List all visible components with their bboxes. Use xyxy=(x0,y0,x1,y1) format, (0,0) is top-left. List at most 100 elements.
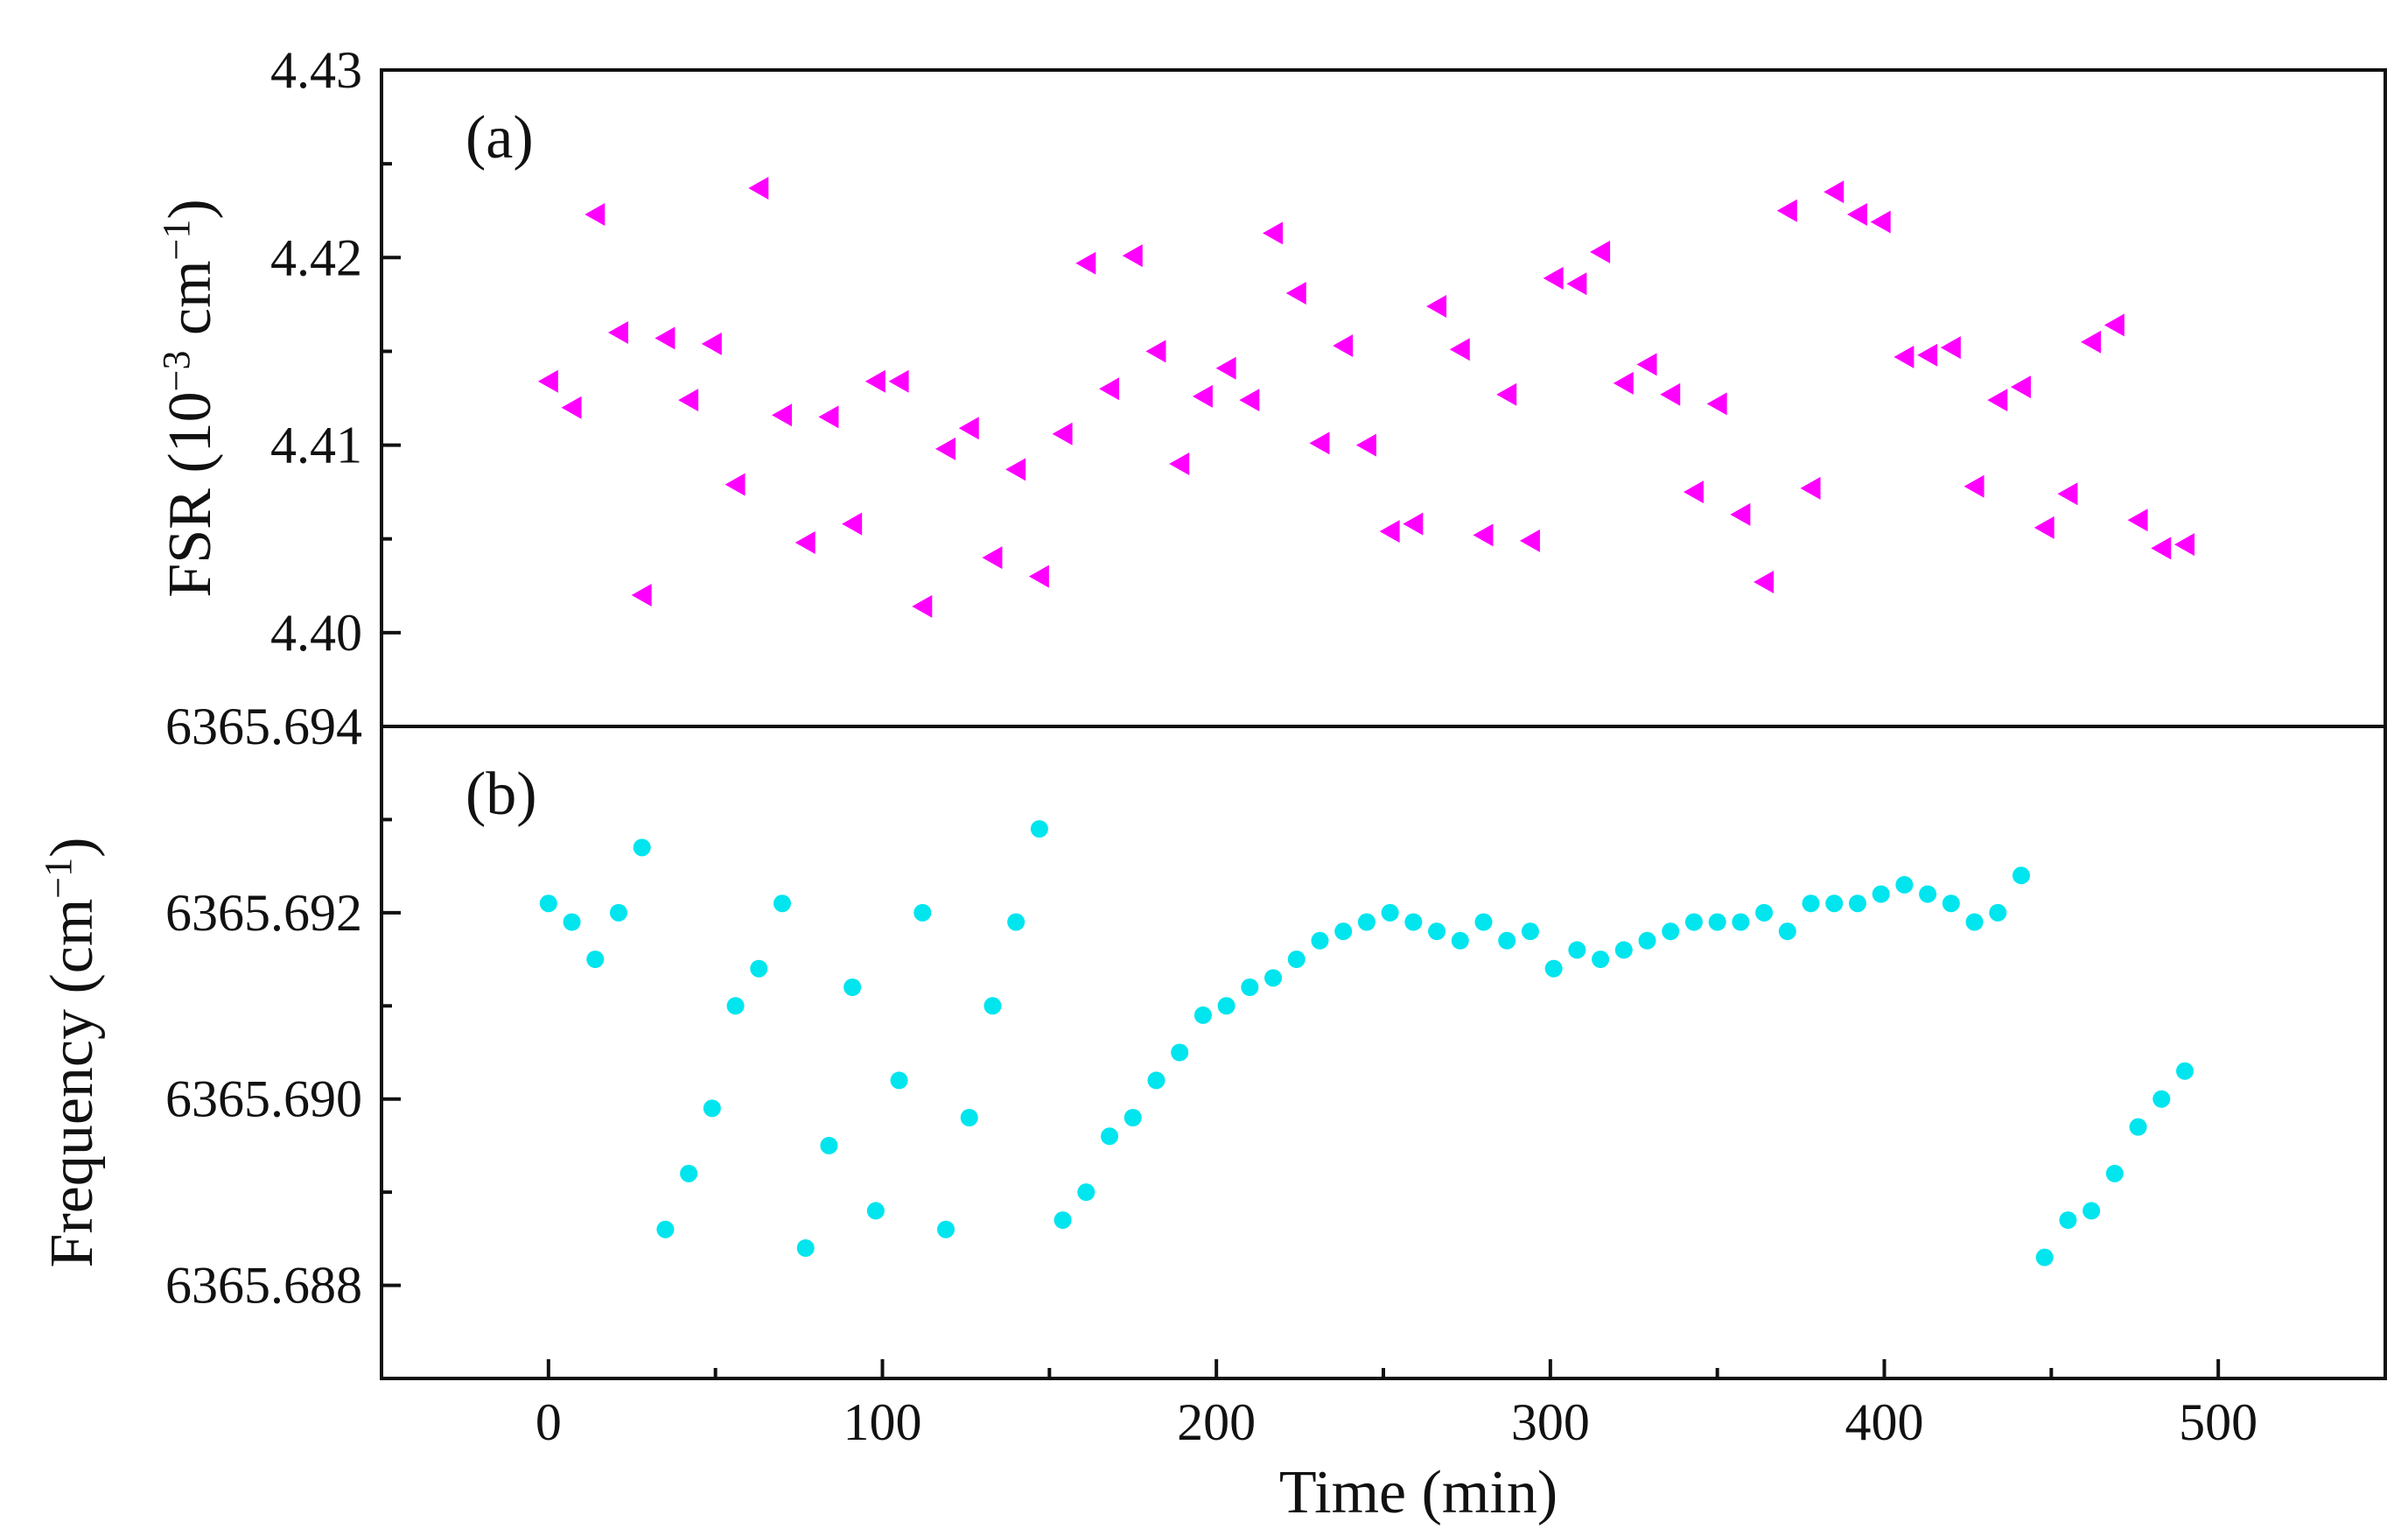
data-point xyxy=(1264,969,1283,987)
data-point xyxy=(1592,950,1610,969)
data-point xyxy=(1169,452,1190,475)
data-point xyxy=(1636,353,1657,376)
data-point xyxy=(1519,529,1540,552)
data-point xyxy=(820,1136,838,1154)
data-point xyxy=(1333,334,1354,357)
panel-b-y-title-exp: −1 xyxy=(37,858,80,899)
data-point xyxy=(890,1071,908,1090)
data-point xyxy=(1007,913,1026,931)
data-point xyxy=(1122,244,1143,268)
x-axis-title: Time (min) xyxy=(1279,1459,1558,1526)
data-point xyxy=(607,321,628,344)
data-point xyxy=(2174,533,2194,557)
data-point xyxy=(794,531,816,554)
panel-a-y-title-unit-exp: −1 xyxy=(155,220,198,261)
data-point xyxy=(1403,512,1424,536)
data-point xyxy=(1895,875,1914,894)
data-point xyxy=(2104,313,2124,337)
data-point xyxy=(866,1202,885,1220)
data-point xyxy=(1987,389,2008,412)
data-point xyxy=(1075,251,1096,275)
panel-b-y-axis-title: Frequency (cm−1) xyxy=(37,838,107,1268)
data-point xyxy=(1311,931,1329,950)
data-point xyxy=(1872,885,1890,903)
data-point xyxy=(2034,516,2054,539)
data-point xyxy=(1825,894,1844,913)
data-point xyxy=(1099,377,1120,401)
x-tick-label: 0 xyxy=(536,1393,562,1451)
data-point xyxy=(1776,199,1797,222)
data-point xyxy=(1802,894,1820,913)
data-point xyxy=(1755,903,1774,922)
data-point xyxy=(772,403,792,427)
x-tick-label: 400 xyxy=(1845,1393,1924,1451)
data-point xyxy=(1192,384,1213,408)
data-point xyxy=(1989,903,2007,922)
data-point xyxy=(1638,931,1656,950)
y-tick-label: 4.40 xyxy=(270,604,362,662)
x-tick-label: 300 xyxy=(1511,1393,1590,1451)
data-point xyxy=(2152,1090,2171,1108)
data-point xyxy=(1544,959,1563,978)
data-point xyxy=(1754,571,1774,593)
data-point xyxy=(563,913,581,931)
data-point xyxy=(539,894,557,913)
panel-b-y-title-main: Frequency (cm xyxy=(38,899,106,1268)
data-point xyxy=(1848,894,1866,913)
data-point xyxy=(1124,1109,1142,1126)
data-point xyxy=(1241,978,1259,996)
panel-b-points xyxy=(539,820,2194,1266)
data-point xyxy=(2129,1118,2147,1136)
data-point xyxy=(1381,903,1399,922)
y-tick-label: 4.43 xyxy=(270,41,362,99)
data-point xyxy=(796,1239,815,1257)
data-point xyxy=(701,332,722,355)
data-point xyxy=(1870,210,1891,234)
y-tick-label: 4.41 xyxy=(270,417,362,474)
panel-a-y-title-unit: cm xyxy=(157,260,224,350)
data-point xyxy=(1147,1071,1166,1090)
data-point xyxy=(912,594,933,618)
data-point xyxy=(1800,476,1821,500)
data-point xyxy=(935,437,956,460)
data-point xyxy=(1683,480,1704,504)
data-point xyxy=(960,1109,978,1126)
data-point xyxy=(1846,203,1867,226)
data-point xyxy=(984,997,1002,1015)
data-point xyxy=(656,1220,675,1238)
data-point xyxy=(633,838,651,857)
data-point xyxy=(586,950,605,969)
data-point xyxy=(1964,474,1984,498)
data-point xyxy=(1217,997,1236,1015)
data-point xyxy=(958,417,979,440)
data-point xyxy=(724,473,746,496)
panel-a-label: (a) xyxy=(466,104,534,172)
data-point xyxy=(726,997,745,1015)
x-tick-label: 100 xyxy=(844,1393,922,1451)
data-point xyxy=(537,369,558,393)
data-point xyxy=(1428,922,1446,941)
data-point xyxy=(1919,885,1937,903)
data-point xyxy=(2127,508,2148,532)
data-point xyxy=(1215,356,1236,380)
y-tick-label: 4.42 xyxy=(270,228,362,286)
data-point xyxy=(774,894,791,913)
panel-a-points xyxy=(537,177,2194,618)
data-point xyxy=(1052,422,1073,445)
data-point xyxy=(864,369,886,393)
data-point xyxy=(818,405,839,429)
data-point xyxy=(1005,458,1026,481)
data-point xyxy=(844,978,862,996)
data-point xyxy=(2105,1164,2124,1182)
data-point xyxy=(1355,433,1376,457)
data-point xyxy=(1894,345,1914,368)
data-point xyxy=(680,1164,698,1182)
data-point xyxy=(1662,922,1680,941)
y-tick-label: 6365.688 xyxy=(165,1257,362,1315)
data-point xyxy=(1568,941,1586,959)
data-point xyxy=(1451,931,1469,950)
panel-b-label: (b) xyxy=(466,761,537,828)
data-point xyxy=(2059,1211,2077,1230)
panel-a-y-title-close: ) xyxy=(157,199,224,219)
